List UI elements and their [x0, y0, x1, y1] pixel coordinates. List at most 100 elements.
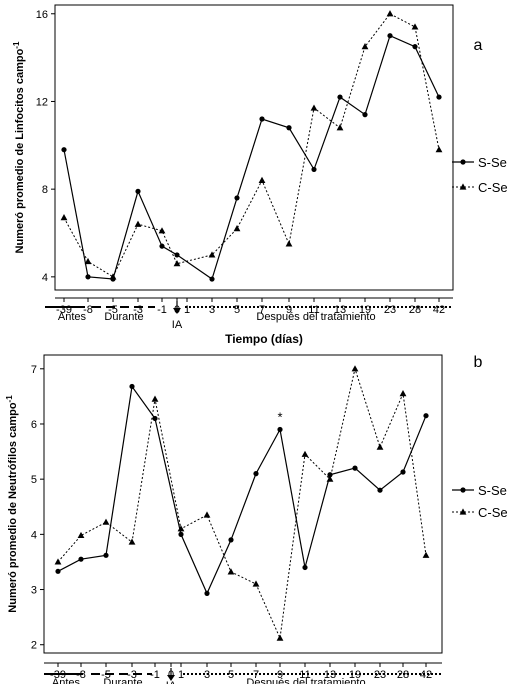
data-point-c-se — [84, 257, 92, 265]
data-point-s-se — [78, 556, 84, 562]
data-point-c-se — [252, 580, 260, 587]
data-point-c-se — [134, 220, 142, 227]
y-axis-title-text: Numeró promedio de Linfocitos campo — [14, 48, 26, 253]
data-point-c-se — [60, 214, 68, 221]
data-point-c-se — [285, 240, 293, 247]
plot-frame — [54, 4, 454, 291]
phase-label: Antes — [58, 311, 87, 323]
series-line-s-se — [57, 384, 427, 595]
legend-label-s-se: S-Se — [478, 155, 507, 170]
data-point-s-se — [85, 274, 91, 280]
data-point-c-se — [258, 176, 266, 183]
data-point-s-se — [174, 252, 180, 258]
data-point-s-se — [204, 590, 210, 597]
data-point-c-se — [351, 365, 359, 372]
y-tick-label: 7 — [31, 364, 37, 376]
data-point-s-se — [209, 276, 215, 282]
y-axis-title: Numeró promedio de Linfocitos campo-1 — [12, 41, 26, 253]
legend-marker-s-se — [460, 159, 466, 165]
chart-panel-b: 234567-39-8-5-3-1013579111319232842Antes… — [5, 354, 508, 684]
x-tick-label: -8 — [83, 304, 93, 316]
x-tick-label: -5 — [108, 304, 118, 316]
data-point-c-se — [208, 251, 216, 258]
data-point-c-se — [177, 525, 185, 532]
data-point-s-se — [362, 112, 368, 118]
y-tick-label: 3 — [31, 585, 37, 597]
series-line-c-se — [57, 366, 427, 640]
data-point-s-se — [327, 472, 333, 478]
data-point-c-se — [336, 124, 344, 131]
phase-label: Durante — [104, 311, 143, 323]
data-point-s-se — [400, 469, 406, 475]
y-tick-label: 2 — [31, 640, 37, 652]
x-tick-label: 1 — [178, 669, 184, 681]
phase-label: Antes — [52, 677, 81, 684]
data-point-c-se — [109, 273, 117, 280]
legend-label-s-se: S-Se — [478, 483, 507, 498]
data-point-c-se — [102, 518, 110, 525]
data-point-c-se — [54, 558, 62, 565]
x-tick-label: 42 — [420, 669, 432, 681]
data-point-s-se — [253, 471, 259, 477]
y-tick-label: 5 — [31, 474, 37, 486]
y-tick-label: 8 — [42, 184, 48, 196]
data-point-s-se — [55, 568, 61, 574]
data-point-c-se — [203, 511, 211, 518]
data-point-s-se — [234, 195, 240, 201]
x-tick-label: 11 — [308, 304, 319, 316]
data-point-c-se — [411, 23, 419, 30]
data-point-c-se — [361, 43, 369, 50]
data-point-s-se — [286, 125, 292, 131]
data-point-s-se — [178, 531, 184, 537]
data-point-c-se — [376, 443, 384, 450]
data-point-c-se — [326, 475, 334, 482]
legend-marker-c-se — [459, 183, 467, 190]
x-tick-label: 23 — [384, 304, 396, 316]
x-tick-label: -1 — [150, 669, 160, 681]
data-point-c-se — [310, 104, 318, 111]
x-tick-label: 13 — [334, 304, 346, 316]
y-tick-label: 4 — [42, 272, 48, 284]
y-axis-title-superscript: -1 — [5, 395, 14, 403]
series-line-s-se — [63, 34, 440, 280]
x-tick-label: 3 — [209, 304, 215, 316]
legend-label-c-se: C-Se — [478, 180, 508, 195]
x-tick-label: 28 — [409, 304, 421, 316]
x-tick-label: 5 — [234, 304, 240, 316]
data-point-s-se — [377, 487, 383, 493]
data-point-s-se — [352, 465, 358, 471]
phase-label: Después del tratamiento — [256, 311, 375, 323]
data-point-c-se — [386, 10, 394, 17]
significance-annotation: * — [277, 410, 282, 425]
ia-label: IA — [166, 680, 177, 684]
phase-label: Después del tratamiento — [246, 677, 365, 684]
data-point-c-se — [77, 531, 85, 539]
x-tick-label: 9 — [286, 304, 292, 316]
x-tick-label: -3 — [127, 669, 137, 681]
data-point-s-se — [135, 188, 141, 194]
data-point-s-se — [302, 564, 308, 571]
data-point-s-se — [436, 94, 442, 100]
data-point-s-se — [387, 33, 393, 39]
chart-panel-a: 481216-39-8-5-3-1013579111319232842Antes… — [12, 4, 508, 346]
data-point-s-se — [311, 166, 317, 173]
data-point-c-se — [158, 227, 166, 234]
data-point-s-se — [159, 243, 165, 249]
y-tick-label: 12 — [36, 96, 48, 108]
data-point-s-se — [129, 383, 135, 390]
y-tick-label: 6 — [31, 419, 37, 431]
y-tick-label: 4 — [31, 529, 37, 541]
phase-label: Durante — [103, 677, 142, 684]
plot-frame — [43, 354, 443, 654]
ia-label: IA — [172, 319, 183, 331]
data-point-c-se — [173, 260, 181, 267]
y-axis-title: Numeró promedio de Neutrófilos campo-1 — [5, 395, 19, 613]
ia-arrow-head — [173, 308, 181, 314]
data-point-c-se — [435, 146, 443, 153]
y-axis-title-text: Numeró promedio de Neutrófilos campo — [7, 402, 19, 613]
data-point-s-se — [228, 537, 234, 543]
legend-marker-s-se — [460, 487, 466, 493]
y-tick-label: 16 — [36, 9, 48, 21]
data-point-s-se — [412, 44, 418, 50]
